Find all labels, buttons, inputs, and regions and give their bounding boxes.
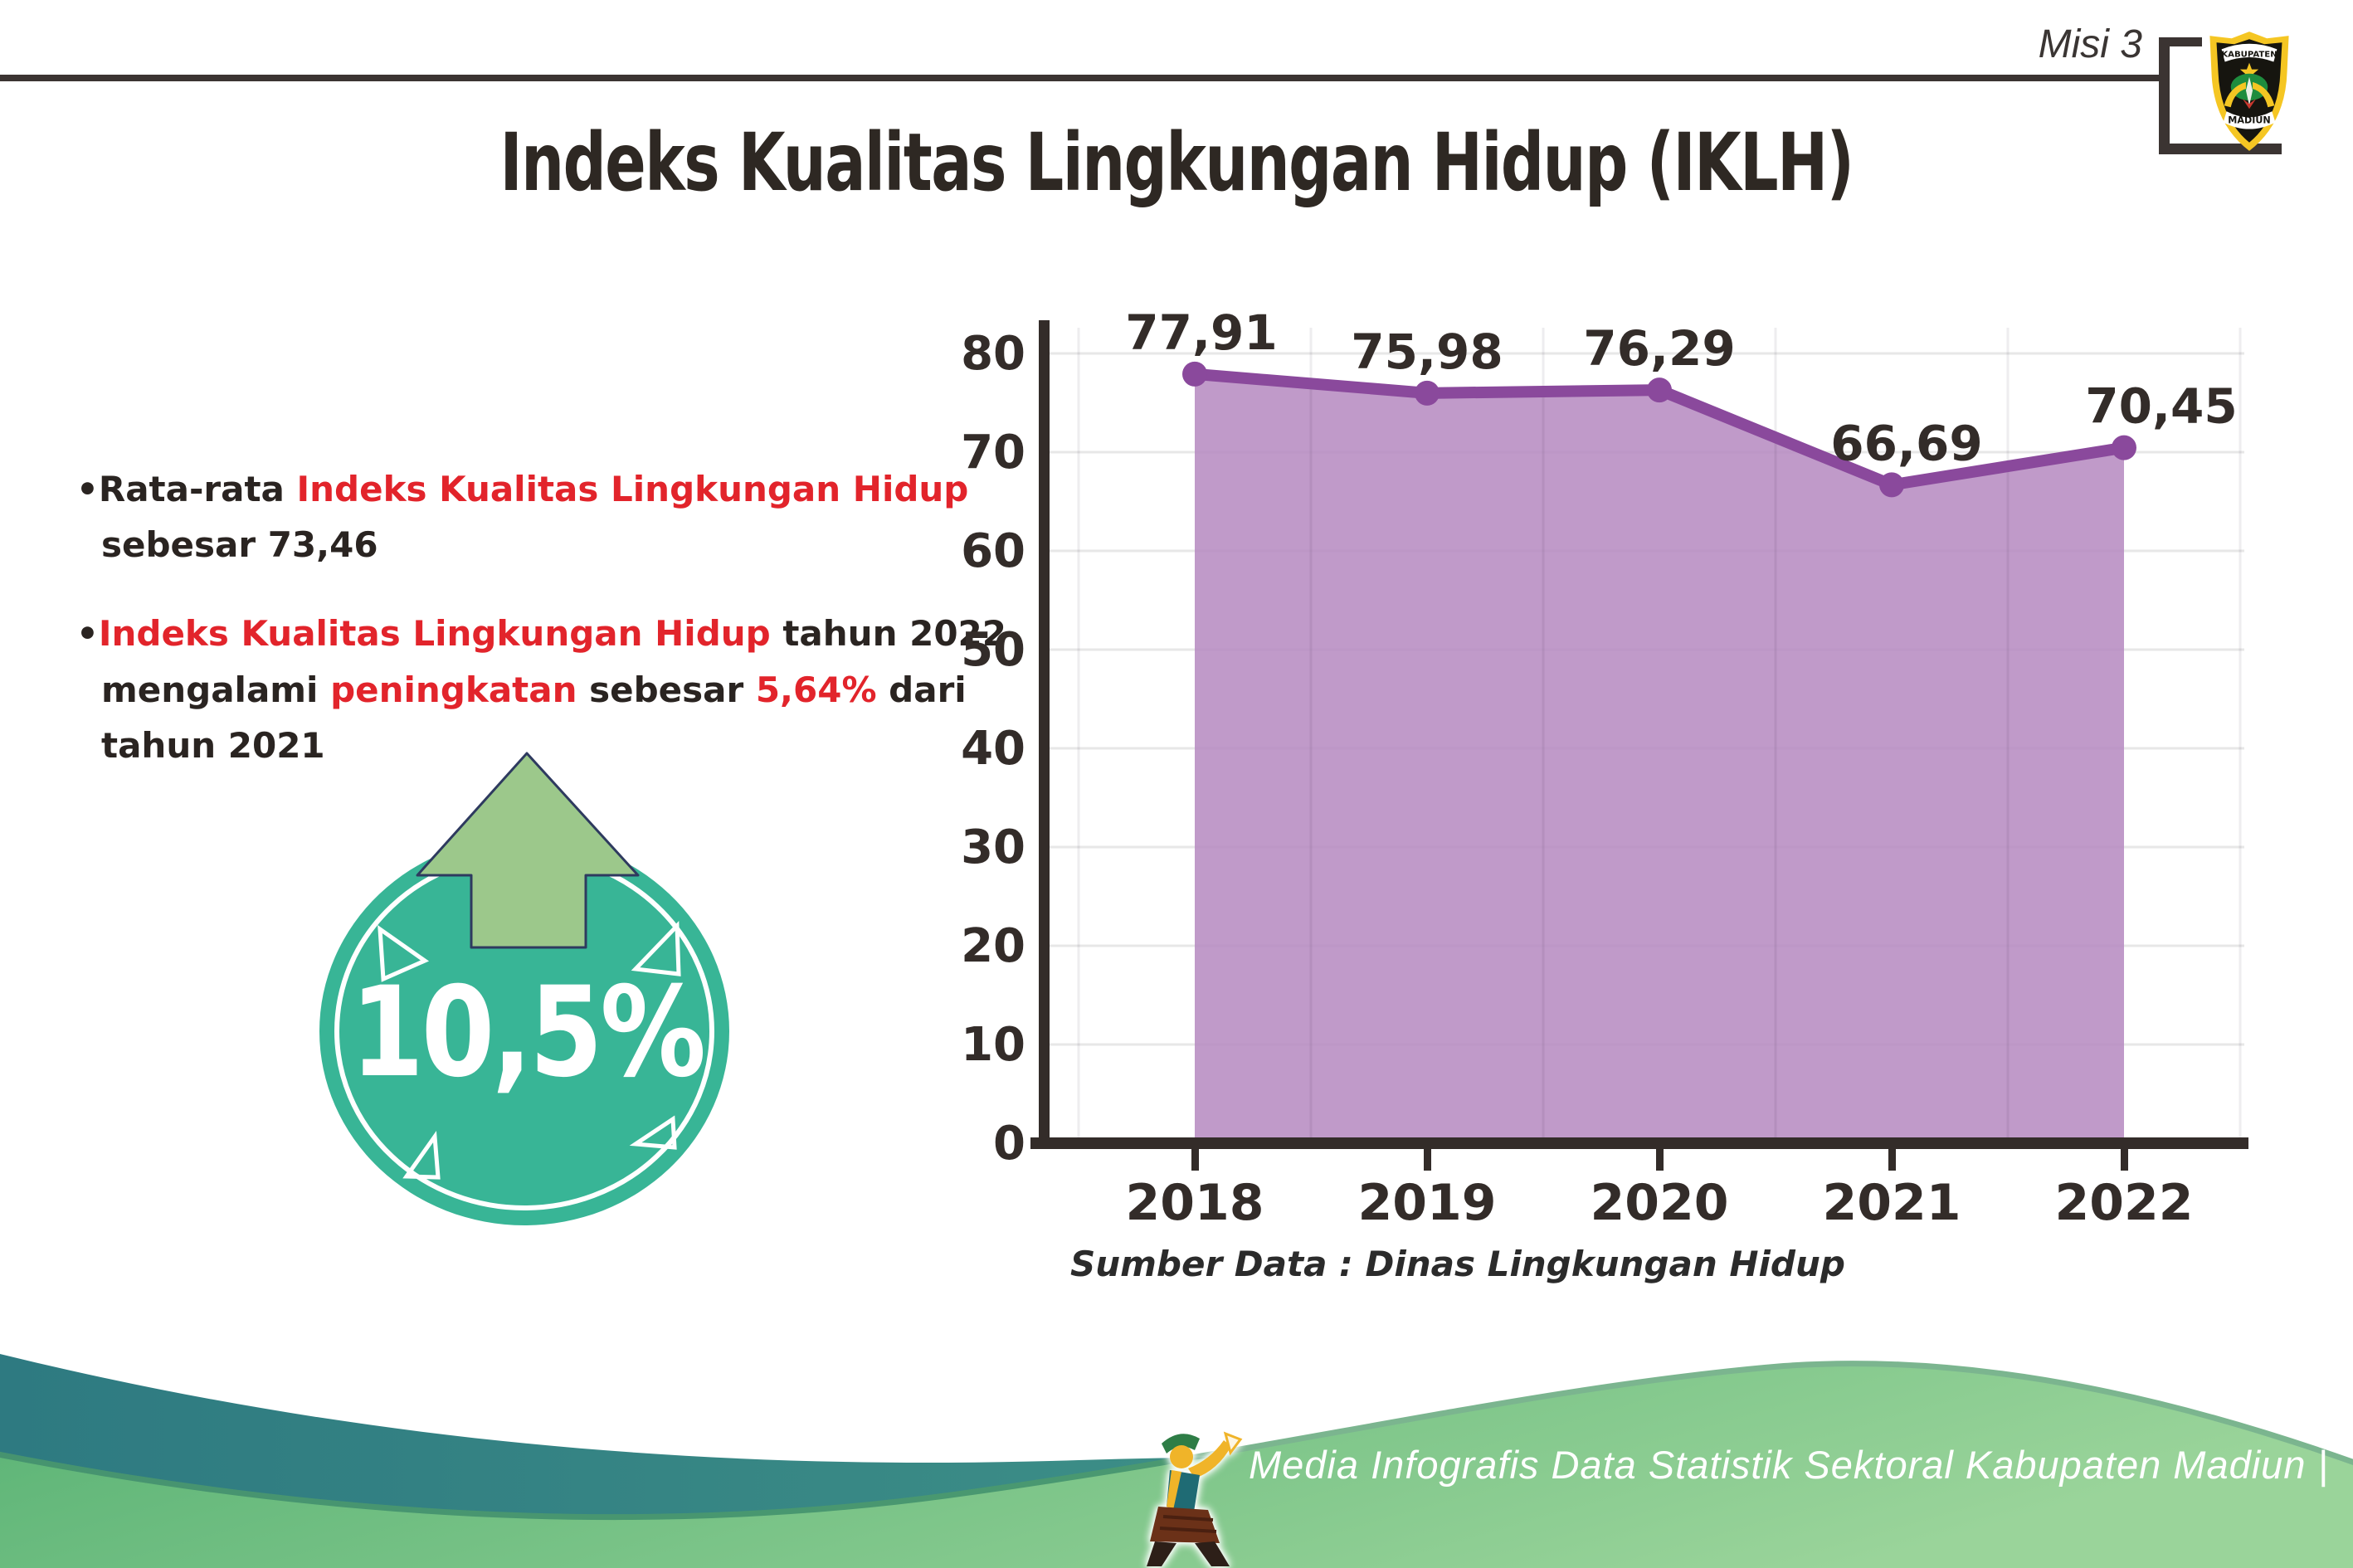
data-point-2019 [1415,380,1440,406]
wing-right-icon [2253,81,2275,108]
dancer-mascot-icon [1147,1431,1243,1566]
gridlines-vertical [1077,328,2242,1137]
text-segment: dari [876,669,967,710]
value-label-2020: 76,29 [1583,320,1735,377]
bottom-banner [2223,111,2276,129]
svg-text:40: 40 [961,722,1025,776]
increase-badge: 10,5% [319,752,729,1225]
bullet-list: •Rata-rata Indeks Kualitas Lingkungan Hi… [76,461,1014,773]
keris-icon [2245,76,2253,106]
spark-triangle [629,1115,677,1150]
top-banner [2221,43,2277,62]
spark-triangle [378,924,430,982]
text-segment-highlight: Indeks Kualitas Lingkungan Hidup [98,613,771,655]
bullet-dot: • [76,469,99,509]
svg-text:2018: 2018 [1126,1174,1264,1232]
svg-text:80: 80 [961,327,1025,381]
text-segment: sebesar [577,669,756,710]
footer-waves [0,1354,2353,1568]
page-title: Indeks Kualitas Lingkungan Hidup (IKLH) [499,116,1854,209]
svg-text:20: 20 [961,919,1025,973]
text-segment: tahun 2021 [101,724,325,766]
spark-triangle [631,921,681,976]
iklh-area-chart: 77,91 75,98 76,29 66,69 70,45 0 10 20 30… [961,304,2248,1284]
x-axis-line [1030,1137,2248,1149]
y-axis-labels: 0 10 20 30 40 50 60 70 80 [961,327,1025,1171]
logo-top-text: KABUPATEN [2221,50,2277,59]
red-accent [2242,99,2257,110]
arrow-up-icon [416,752,640,949]
svg-text:70: 70 [961,426,1025,480]
svg-text:60: 60 [961,524,1025,578]
data-markers [1182,361,2136,498]
text-segment-highlight: Indeks Kualitas Lingkungan Hidup [296,469,969,509]
logo-frame-left [2159,37,2170,154]
svg-text:2019: 2019 [1358,1174,1497,1232]
bullet-line: •Indeks Kualitas Lingkungan Hidup tahun … [76,606,1014,661]
area-series [1195,373,2124,1144]
kabupaten-madiun-logo-icon: KABUPATEN MADIUN [2209,32,2289,151]
value-label-2021: 66,69 [1830,415,1982,471]
wing-left-icon [2224,81,2246,108]
spark-triangle [402,1130,441,1180]
bullet-item-average: •Rata-rata Indeks Kualitas Lingkungan Hi… [76,461,1014,572]
text-segment: sebesar 73,46 [101,524,378,566]
bullet-line: sebesar 73,46 [76,517,1014,572]
svg-text:0: 0 [993,1117,1025,1171]
data-value-labels: 77,91 75,98 76,29 66,69 70,45 [1125,304,2237,472]
y-axis-line [1039,320,1050,1149]
svg-text:30: 30 [961,821,1025,874]
footer-caption: Media Infografis Data Statistik Sektoral… [1249,1443,2329,1487]
text-segment: tahun 2022 [770,613,1006,655]
text-segment: mengalami [101,669,331,710]
source-note: Sumber Data : Dinas Lingkungan Hidup [1070,1244,1845,1284]
misi-label: Misi 3 [2038,22,2142,66]
bullet-line: •Rata-rata Indeks Kualitas Lingkungan Hi… [76,461,1014,517]
header-divider [0,75,2159,81]
svg-text:2020: 2020 [1591,1174,1729,1232]
text-segment-highlight: peningkatan [330,669,577,710]
value-label-2019: 75,98 [1351,324,1503,380]
x-axis-labels: 2018 2019 2020 2021 2022 [1126,1174,2194,1232]
svg-text:10: 10 [961,1018,1025,1072]
x-axis-ticks [1191,1149,2128,1171]
svg-text:2022: 2022 [2055,1174,2194,1232]
data-point-2018 [1182,361,1207,387]
logo-bottom-text: MADIUN [2228,114,2270,125]
data-point-2021 [1879,472,1904,498]
badge-value: 10,5% [350,960,704,1105]
data-point-2022 [2112,435,2136,460]
logo-frame-top [2159,37,2202,46]
svg-text:2021: 2021 [1823,1174,1961,1232]
bullet-line: tahun 2021 [76,718,1014,773]
bullet-dot: • [76,613,99,655]
svg-text:50: 50 [961,623,1025,677]
value-label-2018: 77,91 [1125,304,1277,361]
bullet-item-increase: •Indeks Kualitas Lingkungan Hidup tahun … [76,606,1014,773]
value-label-2022: 70,45 [2085,378,2237,435]
badge-circle [319,837,729,1225]
bullet-line: mengalami peningkatan sebesar 5,64% dari [76,662,1014,718]
text-segment: Rata-rata [98,469,297,509]
data-point-2020 [1647,377,1672,403]
text-segment-highlight: 5,64% [755,669,877,710]
